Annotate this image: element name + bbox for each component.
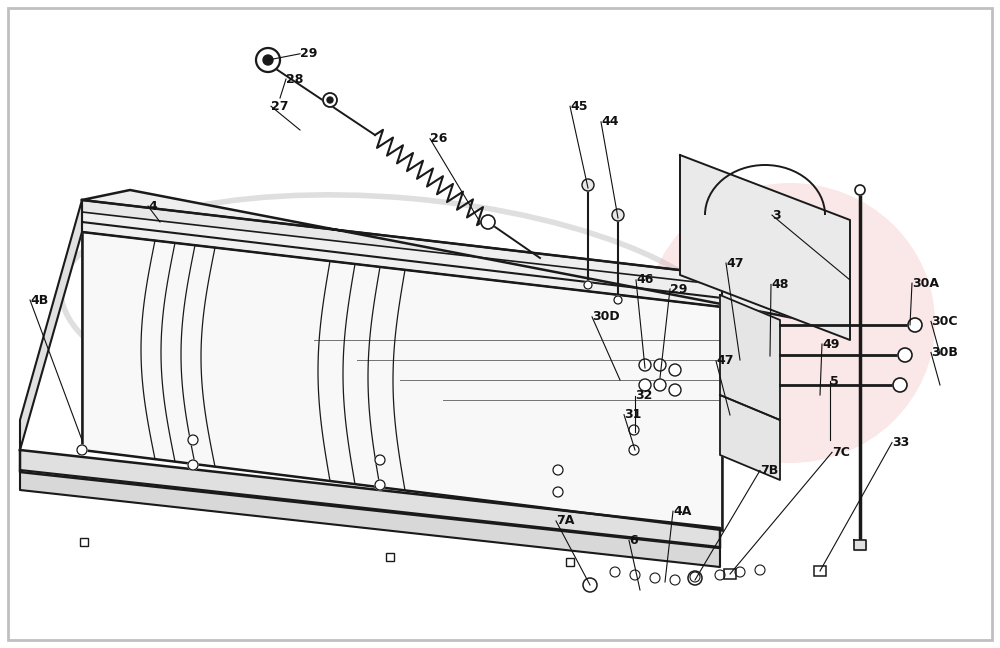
Circle shape [908,318,922,332]
Circle shape [639,379,651,391]
Circle shape [669,364,681,376]
Text: 5: 5 [830,375,839,388]
Circle shape [375,455,385,465]
Circle shape [256,48,280,72]
Circle shape [855,185,865,195]
FancyBboxPatch shape [814,566,826,576]
Polygon shape [82,232,722,530]
Circle shape [553,487,563,497]
FancyBboxPatch shape [80,538,88,546]
Text: 7A: 7A [556,515,574,527]
Text: 29: 29 [300,47,317,60]
Circle shape [553,465,563,475]
Circle shape [893,378,907,392]
Circle shape [690,572,700,582]
Circle shape [669,384,681,396]
Text: 44: 44 [601,115,618,128]
Circle shape [654,379,666,391]
Polygon shape [720,295,780,420]
Polygon shape [82,190,830,325]
Text: 26: 26 [430,132,447,145]
Circle shape [614,296,622,304]
Text: 30A: 30A [912,277,939,290]
Polygon shape [20,200,82,450]
Circle shape [481,215,495,229]
Polygon shape [20,450,720,548]
Text: 45: 45 [570,100,588,113]
Text: 4B: 4B [30,294,48,307]
Circle shape [323,93,337,107]
Text: 32: 32 [635,389,652,402]
Text: 31: 31 [624,408,641,421]
Text: 48: 48 [771,278,788,291]
Circle shape [654,359,666,371]
Text: 29: 29 [670,283,687,295]
Circle shape [188,460,198,470]
Circle shape [755,565,765,575]
Ellipse shape [645,183,935,463]
Circle shape [583,578,597,592]
Circle shape [612,209,624,221]
Text: 30C: 30C [931,315,958,328]
Text: 6: 6 [629,534,638,547]
Circle shape [584,281,592,289]
Text: 4: 4 [148,200,157,213]
Text: 7B: 7B [760,464,778,477]
Circle shape [670,575,680,585]
Circle shape [650,573,660,583]
Circle shape [639,359,651,371]
Circle shape [715,570,725,580]
Circle shape [735,567,745,577]
Text: SPECIALISTS: SPECIALISTS [251,339,549,381]
Circle shape [263,55,273,65]
Text: 33: 33 [892,436,909,449]
FancyBboxPatch shape [386,553,394,561]
Circle shape [610,567,620,577]
Text: 27: 27 [271,100,288,113]
Circle shape [629,425,639,435]
Circle shape [582,179,594,191]
Circle shape [688,571,702,585]
Polygon shape [82,212,722,307]
Text: 47: 47 [716,354,734,367]
Polygon shape [854,540,866,550]
Text: 49: 49 [822,338,839,351]
Circle shape [629,445,639,455]
Text: 3: 3 [772,209,781,222]
Text: EQUIPMENT: EQUIPMENT [234,276,566,324]
Polygon shape [20,470,720,567]
Circle shape [77,445,87,455]
Text: 30B: 30B [931,346,958,359]
FancyBboxPatch shape [724,569,736,579]
Circle shape [630,570,640,580]
Text: 28: 28 [286,73,303,86]
Text: 4A: 4A [673,505,691,518]
Polygon shape [680,155,850,340]
Circle shape [327,97,333,103]
Polygon shape [82,200,722,298]
Text: 30D: 30D [592,310,620,323]
Polygon shape [720,395,780,480]
Circle shape [898,348,912,362]
Circle shape [375,480,385,490]
Text: 46: 46 [636,273,653,286]
Text: 7C: 7C [832,446,850,459]
Text: 47: 47 [726,257,744,270]
FancyBboxPatch shape [566,558,574,566]
Circle shape [188,435,198,445]
